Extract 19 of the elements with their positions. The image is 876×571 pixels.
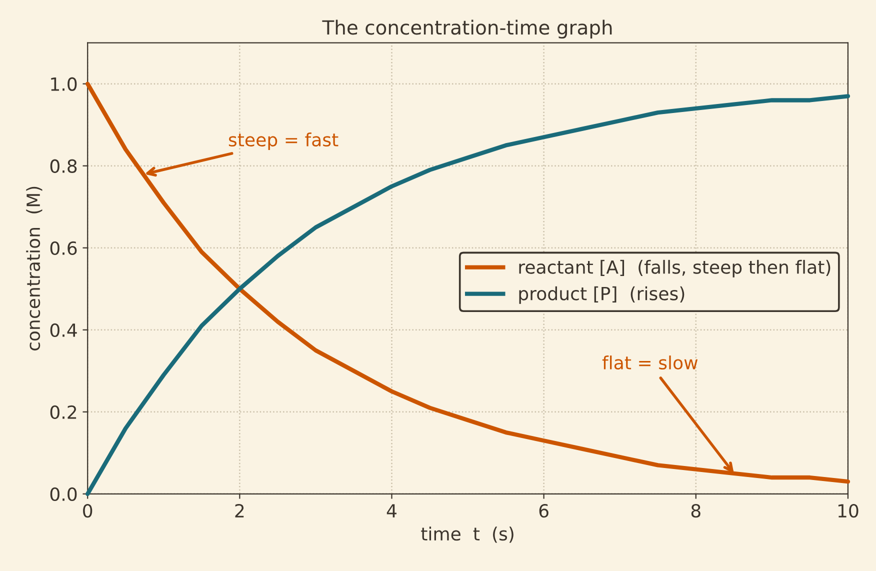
- x-tick-label: 2: [235, 504, 244, 518]
- x-tick-label: 6: [539, 504, 548, 518]
- legend-label: product [P] (rises): [519, 286, 684, 304]
- x-axis-title: time t (s): [421, 526, 514, 543]
- y-tick-label: 0.8: [50, 159, 77, 173]
- y-tick-label: 0.2: [50, 405, 76, 420]
- annotation: flat = slow: [602, 356, 698, 370]
- y-tick-label: 0.4: [50, 323, 77, 337]
- x-tick-label: 8: [691, 504, 700, 518]
- y-axis-title: concentration (M): [26, 186, 42, 350]
- y-tick-label: 1.0: [51, 77, 77, 91]
- chart-title: The concentration-time graph: [322, 20, 612, 39]
- legend-label: reactant [A] (falls, steep then flat): [519, 260, 830, 278]
- y-tick-label: 0.6: [50, 241, 77, 255]
- x-tick-label: 4: [386, 504, 396, 518]
- x-tick-label: 10: [838, 504, 858, 518]
- annotation: steep = fast: [228, 132, 338, 150]
- y-tick-label: 0.0: [50, 487, 77, 502]
- x-tick-label: 0: [83, 504, 92, 518]
